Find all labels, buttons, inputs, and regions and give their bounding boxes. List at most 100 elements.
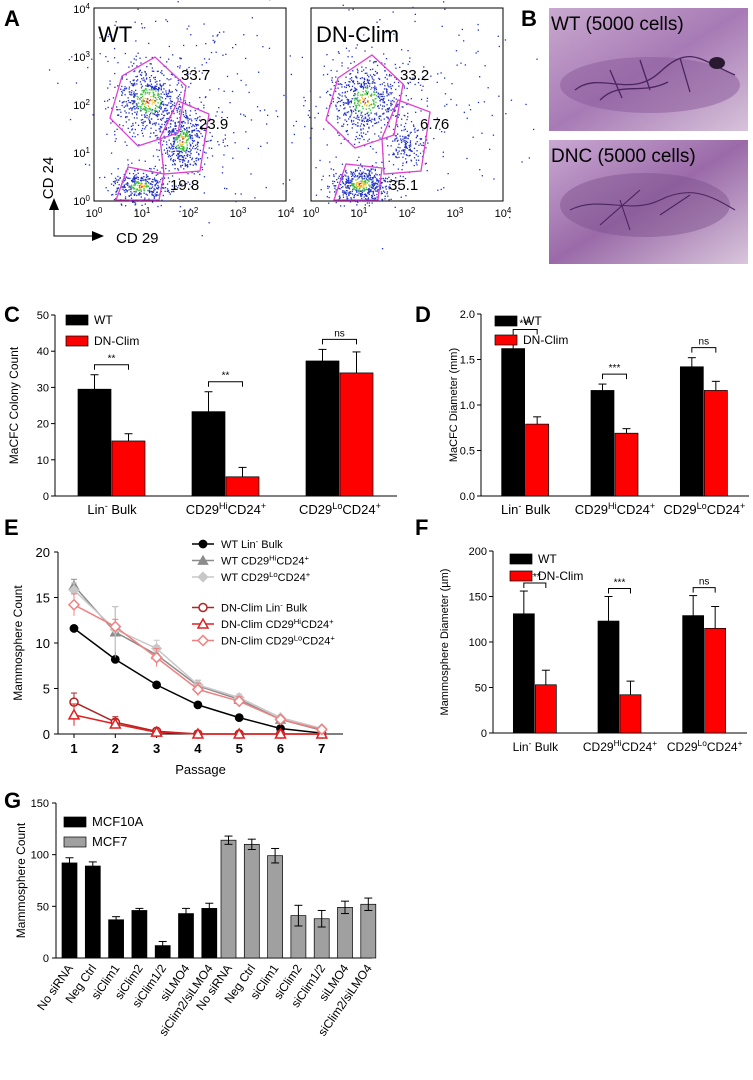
label-part: CD24 xyxy=(707,740,738,754)
flow-dot xyxy=(405,195,407,197)
label-part: CD24 xyxy=(622,740,653,754)
label-part: Lin xyxy=(87,502,104,517)
flow-dot xyxy=(354,138,357,141)
flow-dot xyxy=(138,71,140,73)
flow-dot xyxy=(172,140,175,142)
flow-dot xyxy=(376,196,378,198)
bar xyxy=(111,440,146,497)
flow-dot xyxy=(365,178,367,180)
flow-dot xyxy=(504,39,507,41)
flow-dot xyxy=(115,21,117,23)
flow-dot xyxy=(134,105,136,108)
flow-dot xyxy=(408,61,411,63)
flow-dot xyxy=(357,72,359,74)
flow-dot xyxy=(385,58,388,60)
flow-dot xyxy=(174,188,177,190)
flow-dot xyxy=(441,131,443,133)
flow-dot xyxy=(412,6,414,9)
flow-dot xyxy=(285,71,287,73)
flow-dot xyxy=(154,124,157,126)
flow-dot xyxy=(165,107,167,109)
flow-dot xyxy=(190,122,192,125)
flow-dot xyxy=(346,172,348,174)
flow-dot xyxy=(404,143,406,146)
flow-dot xyxy=(383,53,385,55)
superscript: 4 xyxy=(507,206,512,215)
flow-dot xyxy=(397,139,399,141)
flow-dot xyxy=(183,150,185,152)
flow-dot xyxy=(143,90,145,92)
flow-dot xyxy=(145,183,147,185)
flow-dot xyxy=(369,188,371,191)
flow-dot xyxy=(354,175,357,177)
flow-dot xyxy=(365,200,367,202)
flow-dot xyxy=(341,177,343,179)
flow-dot xyxy=(175,107,178,109)
flow-dot xyxy=(144,182,146,185)
flow-dot xyxy=(192,147,194,149)
flow-dot xyxy=(398,143,400,145)
flow-dot xyxy=(130,193,132,196)
flow-dot xyxy=(404,146,406,148)
flow-dot xyxy=(361,95,363,97)
flow-dot xyxy=(143,100,145,102)
flow-dot xyxy=(119,100,121,102)
flow-dot xyxy=(332,169,335,171)
flow-dot xyxy=(439,128,441,131)
flow-dot xyxy=(161,117,163,120)
flow-dot xyxy=(360,86,363,88)
flow-dot xyxy=(145,112,147,114)
flow-dot xyxy=(123,186,125,188)
flow-dot xyxy=(163,123,166,126)
flow-dot xyxy=(373,73,375,76)
flow-dot xyxy=(335,189,337,191)
flow-dot xyxy=(134,201,136,204)
flow-dot xyxy=(413,129,416,131)
flow-dot xyxy=(203,129,205,131)
flow-dot xyxy=(130,197,133,199)
flow-dot xyxy=(140,119,142,121)
flow-dot xyxy=(129,131,131,133)
flow-dot xyxy=(153,195,155,197)
flow-dot xyxy=(155,180,157,182)
flow-dot xyxy=(150,187,153,189)
flow-dot xyxy=(188,126,190,129)
flow-dot xyxy=(407,137,409,140)
flow-tick-label: 100 xyxy=(303,206,320,221)
flow-dot xyxy=(314,117,316,119)
flow-dot xyxy=(368,126,370,128)
bar xyxy=(619,694,642,734)
flow-dot xyxy=(377,96,380,98)
flow-dot xyxy=(134,184,137,186)
flow-dot xyxy=(361,96,363,99)
flow-dot xyxy=(397,133,399,135)
flow-dot xyxy=(366,93,368,96)
flow-dot xyxy=(135,191,137,193)
flow-dot xyxy=(359,110,361,112)
flow-dot xyxy=(383,167,386,170)
flow-dot xyxy=(130,194,132,197)
flow-dot xyxy=(218,31,221,34)
y-tick-label: 0 xyxy=(43,727,50,742)
flow-dot xyxy=(157,173,159,175)
flow-dot xyxy=(409,140,412,142)
flow-dot xyxy=(178,129,180,131)
flow-dot xyxy=(171,175,174,177)
flow-dot xyxy=(415,162,417,164)
flow-dot xyxy=(387,195,389,197)
flow-dot xyxy=(430,75,432,77)
flow-dot xyxy=(361,94,364,96)
flow-dot xyxy=(177,187,179,189)
flow-dot xyxy=(157,93,160,95)
superscript: Hi xyxy=(614,738,622,748)
flow-dot xyxy=(163,135,165,137)
flow-dot xyxy=(187,138,190,140)
y-tick-label: 0 xyxy=(481,728,487,740)
flow-dot xyxy=(378,118,380,120)
flow-dot xyxy=(364,195,367,197)
flow-dot xyxy=(136,113,138,115)
flow-dot xyxy=(181,121,183,123)
flow-dot xyxy=(124,177,126,179)
flow-dot xyxy=(358,177,360,179)
flow-dot xyxy=(408,155,410,157)
